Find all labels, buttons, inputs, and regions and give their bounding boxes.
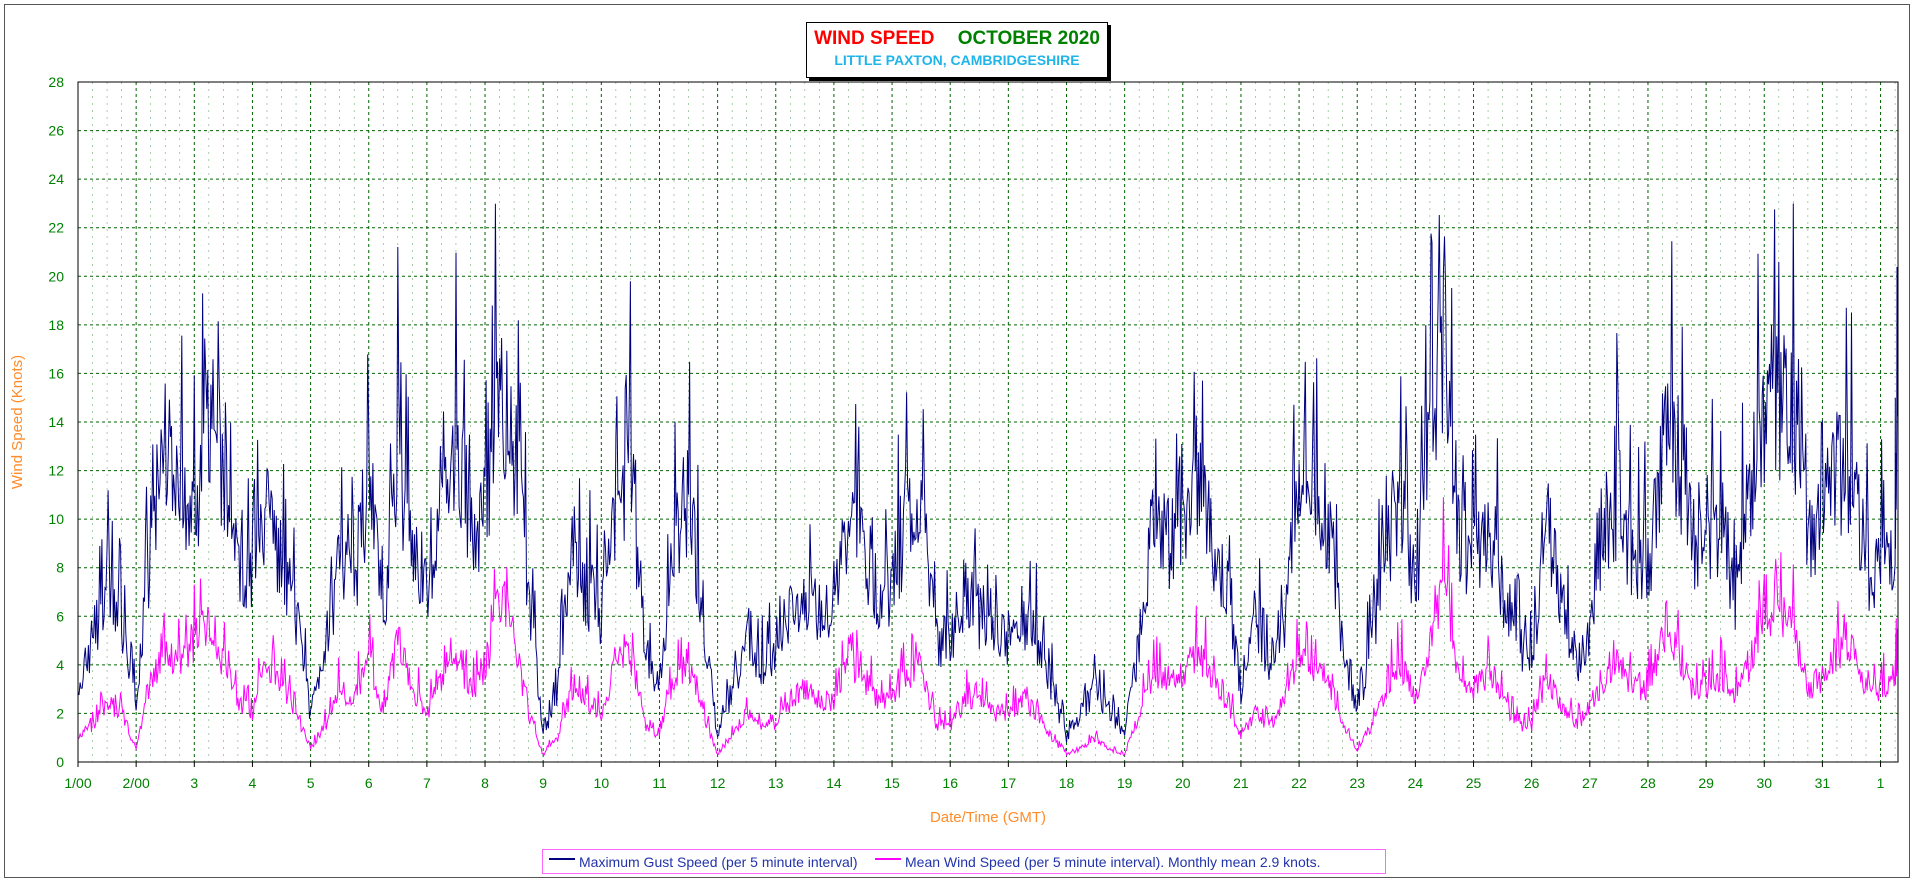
x-tick-label: 3 xyxy=(190,775,198,791)
x-axis-label: Date/Time (GMT) xyxy=(930,809,1046,826)
x-tick-label: 27 xyxy=(1582,775,1598,791)
chart-title-line: WIND SPEED OCTOBER 2020 xyxy=(807,28,1107,50)
x-tick-label: 9 xyxy=(539,775,547,791)
x-tick-label: 23 xyxy=(1349,775,1365,791)
x-tick-label: 25 xyxy=(1466,775,1482,791)
x-tick-label: 14 xyxy=(826,775,842,791)
x-tick-label: 6 xyxy=(365,775,373,791)
chart-title: WIND SPEED xyxy=(814,28,935,49)
x-tick-label: 30 xyxy=(1756,775,1772,791)
x-tick-label: 21 xyxy=(1233,775,1249,791)
legend-mean-swatch xyxy=(875,858,901,860)
x-tick-label: 1/00 xyxy=(64,775,91,791)
y-tick-label: 28 xyxy=(48,74,64,90)
x-tick-label: 18 xyxy=(1059,775,1075,791)
y-tick-label: 10 xyxy=(48,511,64,527)
chart-title-box: WIND SPEED OCTOBER 2020 LITTLE PAXTON, C… xyxy=(806,22,1108,78)
x-tick-label: 20 xyxy=(1175,775,1191,791)
x-tick-label: 12 xyxy=(710,775,726,791)
chart-legend: Maximum Gust Speed (per 5 minute interva… xyxy=(542,849,1386,874)
y-tick-label: 16 xyxy=(48,365,64,381)
x-tick-label: 10 xyxy=(594,775,610,791)
x-tick-label: 26 xyxy=(1524,775,1540,791)
y-tick-label: 12 xyxy=(48,463,64,479)
mean-series-line xyxy=(77,497,1899,757)
x-tick-label: 13 xyxy=(768,775,784,791)
x-tick-label: 8 xyxy=(481,775,489,791)
x-tick-label: 31 xyxy=(1815,775,1831,791)
legend-mean-label: Mean Wind Speed (per 5 minute interval).… xyxy=(905,854,1321,870)
y-axis-label: Wind Speed (Knots) xyxy=(9,355,26,489)
chart-month: OCTOBER 2020 xyxy=(957,28,1100,49)
x-tick-label: 16 xyxy=(942,775,958,791)
x-tick-label: 1 xyxy=(1877,775,1885,791)
plot-area-border xyxy=(77,81,1899,763)
gust-series-line xyxy=(77,203,1899,743)
chart-subtitle: LITTLE PAXTON, CAMBRIDGESHIRE xyxy=(834,52,1080,68)
x-tick-label: 24 xyxy=(1408,775,1424,791)
x-tick-label: 7 xyxy=(423,775,431,791)
x-tick-label: 5 xyxy=(307,775,315,791)
x-tick-label: 4 xyxy=(249,775,257,791)
y-tick-label: 0 xyxy=(56,754,64,770)
x-tick-label: 19 xyxy=(1117,775,1133,791)
y-tick-label: 22 xyxy=(48,220,64,236)
y-tick-label: 2 xyxy=(56,705,64,721)
x-tick-label: 28 xyxy=(1640,775,1656,791)
y-tick-label: 8 xyxy=(56,560,64,576)
chart-frame xyxy=(4,4,1910,878)
y-tick-label: 20 xyxy=(48,268,64,284)
legend-gust-label: Maximum Gust Speed (per 5 minute interva… xyxy=(579,854,858,870)
x-tick-label: 29 xyxy=(1698,775,1714,791)
y-tick-label: 18 xyxy=(48,317,64,333)
y-tick-label: 14 xyxy=(48,414,64,430)
x-tick-label: 11 xyxy=(652,775,667,791)
x-tick-label: 17 xyxy=(1001,775,1017,791)
x-tick-label: 15 xyxy=(884,775,900,791)
y-tick-label: 26 xyxy=(48,123,64,139)
y-tick-label: 4 xyxy=(56,657,64,673)
y-tick-label: 6 xyxy=(56,608,64,624)
legend-gust-swatch xyxy=(549,858,575,860)
x-tick-label: 22 xyxy=(1291,775,1307,791)
y-tick-label: 24 xyxy=(48,171,64,187)
x-tick-label: 2/00 xyxy=(123,775,150,791)
